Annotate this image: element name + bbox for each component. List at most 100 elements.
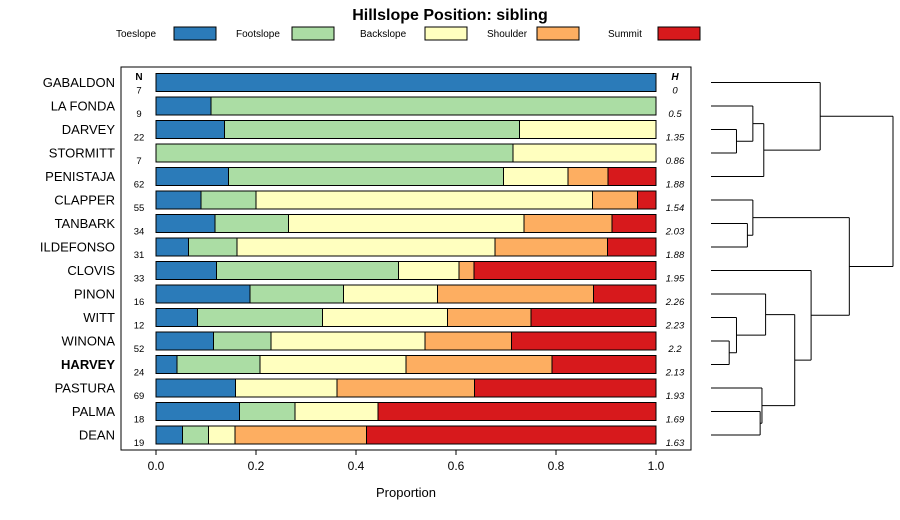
h-label: 0.86 <box>666 156 685 167</box>
bar-segment <box>437 284 594 304</box>
bar-segment <box>424 331 512 351</box>
bar-segment <box>607 237 657 257</box>
n-label: 69 <box>134 391 145 402</box>
bar-segment <box>270 331 426 351</box>
soil-label: GABALDON <box>43 75 115 90</box>
n-label: 55 <box>134 203 145 214</box>
bar-segment <box>155 284 251 304</box>
legend-label: Toeslope <box>116 29 156 40</box>
bar-segment <box>236 237 496 257</box>
soil-labels: GABALDON LA FONDA DARVEY STORMITT PENISTAJA C… <box>40 75 115 443</box>
soil-label: LA FONDA <box>51 99 116 114</box>
bar-segment <box>447 308 532 327</box>
bar-segment <box>519 120 657 139</box>
legend-label: Backslope <box>360 29 407 40</box>
n-label: 7 <box>136 86 141 97</box>
bar-segment <box>405 355 553 374</box>
bar-segment <box>208 425 236 445</box>
n-label: 31 <box>134 250 145 261</box>
bar-segment <box>155 425 183 445</box>
bar-segment <box>593 284 657 304</box>
bar-segment <box>197 308 323 327</box>
bar-segment <box>216 261 399 280</box>
soil-label: WINONA <box>62 334 116 349</box>
bar-segment <box>155 96 212 116</box>
bar-segment <box>523 214 613 233</box>
bar-segment <box>155 308 198 327</box>
soil-label: DARVEY <box>62 122 116 137</box>
legend-label: Shoulder <box>487 29 528 40</box>
n-label: 34 <box>134 227 145 238</box>
bar-segment <box>210 96 657 116</box>
bar-segment <box>567 167 609 186</box>
x-tick-label: 0.8 <box>548 459 565 473</box>
soil-label: WITT <box>83 310 115 325</box>
x-tick-label: 1.0 <box>648 459 665 473</box>
bar-segment <box>155 73 657 92</box>
x-tick-label: 0.6 <box>448 459 465 473</box>
bar-segment <box>458 261 475 280</box>
bar-segment <box>512 143 657 163</box>
h-label: 1.88 <box>666 250 685 261</box>
h-label: 1.63 <box>666 438 685 449</box>
n-label: 16 <box>134 297 145 308</box>
n-label: 22 <box>134 133 145 144</box>
bar-segment <box>255 190 593 210</box>
h-label: 1.88 <box>666 180 685 191</box>
bar-segment <box>473 261 657 280</box>
h-label: 2.13 <box>665 368 685 379</box>
soil-label: PENISTAJA <box>45 169 115 184</box>
n-label: 12 <box>134 321 145 332</box>
bar-segment <box>155 355 178 374</box>
h-label: 2.2 <box>667 344 682 355</box>
bar-segment <box>234 425 367 445</box>
bar-segment <box>155 378 236 398</box>
bar-segment <box>322 308 448 327</box>
legend-label: Summit <box>608 29 642 40</box>
bar-segment <box>155 402 240 421</box>
bar-segment <box>228 167 504 186</box>
h-label: 1.93 <box>666 391 685 402</box>
soil-label: PINON <box>74 287 115 302</box>
bar-segment <box>249 284 344 304</box>
h-label: 2.23 <box>665 321 685 332</box>
legend-swatch <box>657 26 701 41</box>
n-label: 24 <box>134 368 145 379</box>
bar-segment <box>188 237 238 257</box>
bar-segment <box>239 402 296 421</box>
bar-segment <box>155 143 514 163</box>
h-label: 1.69 <box>666 415 685 426</box>
bar-segment <box>637 190 657 210</box>
n-column-header: N <box>135 72 142 83</box>
n-label: 9 <box>136 109 141 120</box>
bar-segment <box>366 425 657 445</box>
soil-label: HARVEY <box>61 357 115 372</box>
bar-segment <box>607 167 657 186</box>
bar-segment <box>551 355 657 374</box>
soil-label: DEAN <box>79 428 115 443</box>
h-label: 2.03 <box>665 227 685 238</box>
n-label: 19 <box>134 438 145 449</box>
bar-segment <box>213 331 272 351</box>
chart-title: Hillslope Position: sibling <box>352 7 548 24</box>
bar-segment <box>343 284 438 304</box>
legend: Toeslope Footslope Backslope Shoulder Summit <box>116 26 701 41</box>
x-tick-label: 0.2 <box>248 459 265 473</box>
bar-segment <box>235 378 338 398</box>
h-label: 0.5 <box>668 109 682 120</box>
x-tick-label: 0.0 <box>148 459 165 473</box>
bar-segment <box>511 331 657 351</box>
bar-segment <box>155 214 216 233</box>
legend-swatch <box>536 26 580 41</box>
bar-segment <box>336 378 475 398</box>
bar-segment <box>592 190 638 210</box>
bar-segment <box>155 190 202 210</box>
x-axis: 0.0 0.2 0.4 0.6 0.8 1.0 <box>148 450 665 473</box>
n-label: 52 <box>134 344 145 355</box>
soil-label: CLAPPER <box>54 193 115 208</box>
bar-segment <box>155 261 217 280</box>
legend-swatch <box>291 26 335 41</box>
soil-label: PASTURA <box>55 381 116 396</box>
bar-segment <box>611 214 657 233</box>
